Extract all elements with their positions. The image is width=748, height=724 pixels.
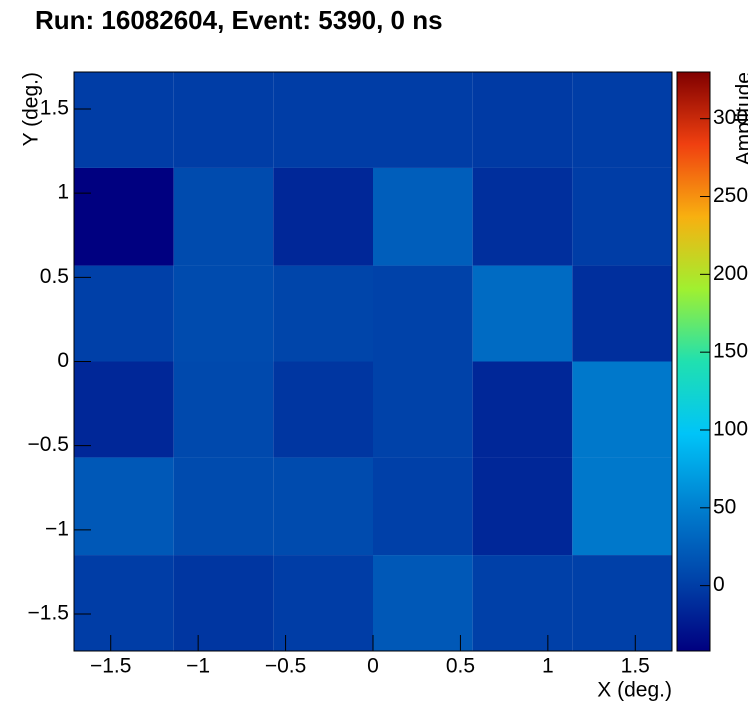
colorbar-tick-label: 100 — [713, 418, 748, 441]
heatmap-cell — [472, 72, 573, 168]
colorbar-tick-label: 200 — [713, 262, 748, 285]
heatmap-cell — [373, 555, 473, 651]
heatmap-cell — [572, 167, 672, 266]
heatmap-cell — [173, 167, 274, 266]
heatmap-cell — [173, 72, 274, 168]
heatmap-cell — [273, 167, 373, 266]
heatmap-cell — [74, 555, 174, 651]
y-tick-label: 1.5 — [40, 97, 69, 120]
y-tick-label: 0 — [57, 349, 69, 372]
colorbar-label: Amplitude — [733, 72, 748, 165]
colorbar-tick-label: 150 — [713, 340, 748, 363]
colorbar-tick-label: 250 — [713, 184, 748, 207]
colorbar-tick-label: 300 — [713, 106, 748, 129]
y-tick-label: 1 — [57, 181, 69, 204]
y-tick-label: −1 — [45, 517, 69, 540]
chart-title: Run: 16082604, Event: 5390, 0 ns — [35, 5, 443, 35]
x-tick-label: −1 — [186, 655, 210, 678]
x-axis-label: X (deg.) — [597, 679, 672, 702]
heatmap-cell — [273, 265, 373, 362]
y-tick-label: −1.5 — [28, 602, 69, 625]
heatmap-cell — [173, 457, 274, 556]
heatmap-cell — [472, 457, 573, 556]
heatmap-cell — [572, 361, 672, 458]
heatmap-cell — [273, 457, 373, 556]
heatmap-cell — [173, 361, 274, 458]
heatmap-cell — [472, 361, 573, 458]
colorbar-tick-label: 0 — [713, 573, 725, 596]
x-tick-label: −1.5 — [90, 655, 131, 678]
y-tick-label: −0.5 — [28, 433, 69, 456]
heatmap-cell — [572, 72, 672, 168]
heatmap-cell — [273, 72, 373, 168]
x-tick-label: 0.5 — [446, 655, 475, 678]
heatmap-cell — [74, 167, 174, 266]
heatmap-cell — [273, 555, 373, 651]
heatmap-cell — [74, 361, 174, 458]
heatmap-cell — [273, 361, 373, 458]
y-tick-label: 0.5 — [40, 265, 69, 288]
heatmap-cell — [472, 167, 573, 266]
heatmap-cell — [373, 167, 473, 266]
heatmap-cell — [472, 555, 573, 651]
heatmap-cell — [173, 555, 274, 651]
heatmap-cell — [74, 265, 174, 362]
heatmap-cell — [373, 265, 473, 362]
heatmap-cell — [373, 361, 473, 458]
heatmap-cell — [472, 265, 573, 362]
colorbar-tick-label: 50 — [713, 495, 736, 518]
x-tick-label: −0.5 — [265, 655, 306, 678]
y-axis-label: Y (deg.) — [20, 72, 43, 146]
heatmap-cell — [572, 265, 672, 362]
x-tick-label: 1 — [542, 655, 554, 678]
heatmap-cell — [373, 457, 473, 556]
heatmap-cell — [572, 457, 672, 556]
heatmap-cell — [74, 72, 174, 168]
heatmap-cell — [572, 555, 672, 651]
heatmap-cell — [74, 457, 174, 556]
x-tick-label: 1.5 — [621, 655, 650, 678]
heatmap-cell — [173, 265, 274, 362]
colorbar — [676, 71, 711, 652]
x-tick-label: 0 — [367, 655, 379, 678]
heatmap-cell — [373, 72, 473, 168]
